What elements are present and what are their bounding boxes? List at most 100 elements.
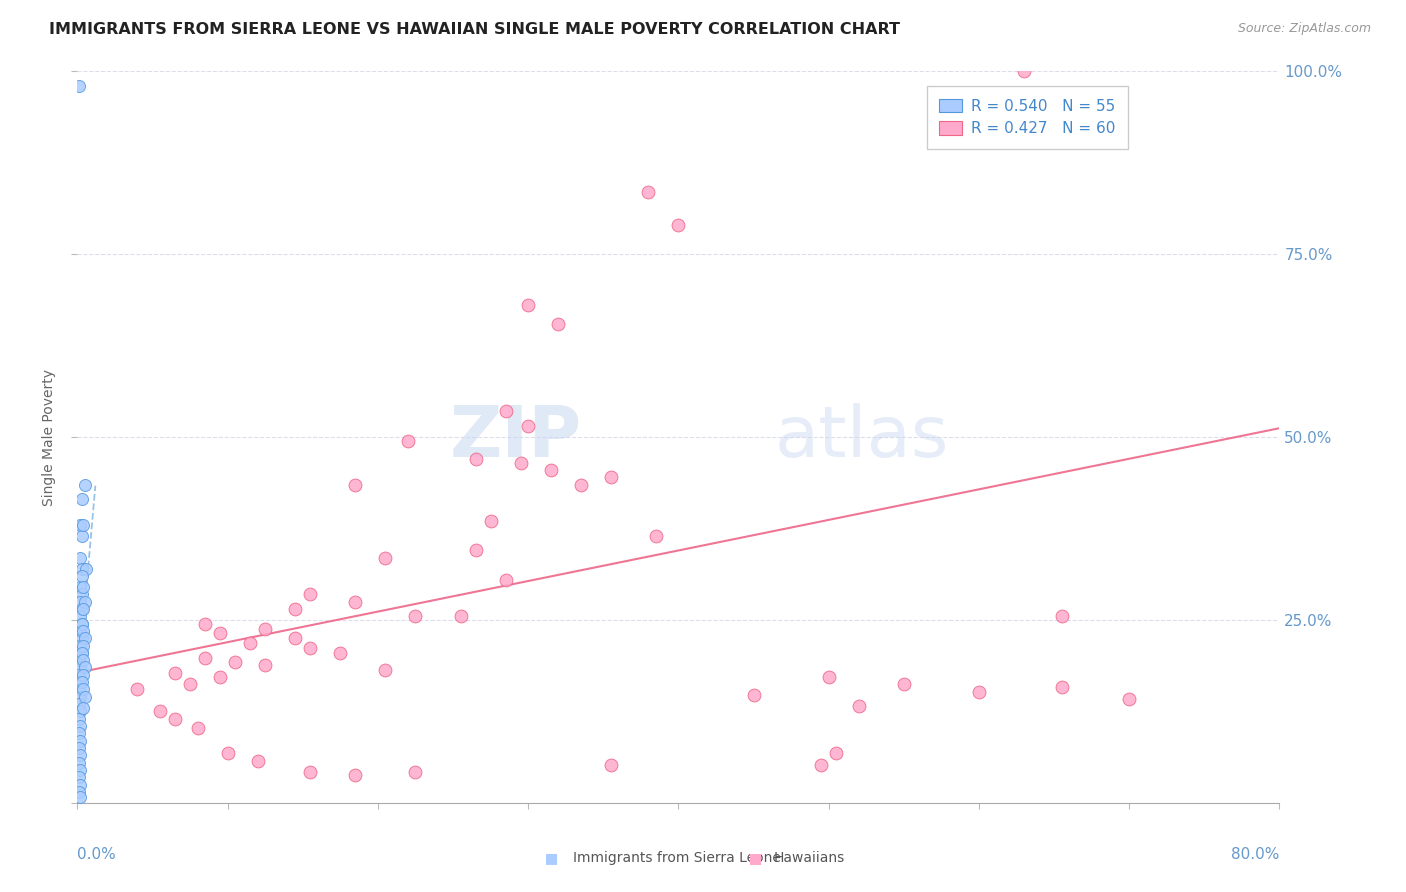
Point (69, 763, 91, 777)
Point (70, 675, 93, 690)
Text: atlas: atlas (775, 402, 949, 472)
Point (72, 682, 94, 697)
Point (70, 646, 93, 660)
Point (848, 699, 870, 714)
Point (637, 185, 659, 199)
Point (254, 658, 277, 673)
Point (284, 632, 307, 646)
Point (1118, 692, 1140, 706)
Point (73, 632, 96, 646)
Point (825, 746, 848, 760)
Point (73, 690, 96, 704)
Point (67, 667, 90, 681)
Point (67, 740, 90, 755)
Point (599, 757, 621, 772)
Point (70, 492, 93, 507)
Point (404, 609, 426, 624)
Point (73, 660, 96, 674)
Point (69, 517, 91, 532)
Text: Immigrants from Sierra Leone: Immigrants from Sierra Leone (574, 851, 780, 865)
Point (404, 765, 426, 780)
Text: IMMIGRANTS FROM SIERRA LEONE VS HAWAIIAN SINGLE MALE POVERTY CORRELATION CHART: IMMIGRANTS FROM SIERRA LEONE VS HAWAIIAN… (49, 22, 900, 37)
Text: Source: ZipAtlas.com: Source: ZipAtlas.com (1237, 22, 1371, 36)
Point (464, 452, 486, 467)
Point (67, 697, 90, 711)
Point (239, 636, 262, 650)
Point (495, 404, 517, 418)
Point (224, 656, 246, 670)
Point (396, 434, 419, 448)
Point (644, 529, 666, 543)
Text: ▪: ▪ (748, 848, 763, 868)
Point (479, 514, 502, 528)
Point (72, 517, 94, 532)
Point (67, 712, 90, 726)
Text: ZIP: ZIP (450, 402, 582, 472)
Point (73, 594, 96, 608)
Point (1050, 609, 1073, 624)
Point (72, 602, 94, 616)
Point (344, 594, 367, 608)
Point (73, 477, 96, 491)
Point (163, 712, 186, 726)
Point (70, 632, 93, 646)
Point (69, 594, 91, 608)
Point (209, 626, 232, 640)
Point (70, 587, 93, 601)
Point (70, 562, 93, 576)
Point (69, 675, 91, 690)
Point (75, 562, 97, 576)
Point (509, 456, 531, 470)
Point (70, 616, 93, 631)
Point (967, 684, 990, 698)
Point (72, 667, 94, 681)
Point (254, 622, 277, 636)
Point (344, 768, 367, 782)
Text: 80.0%: 80.0% (1232, 847, 1279, 862)
Point (163, 665, 186, 680)
Point (1298, 64, 1320, 78)
Point (72, 639, 94, 653)
Point (67, 770, 90, 784)
Point (329, 646, 352, 660)
Point (69, 733, 91, 747)
Legend: R = 0.540   N = 55, R = 0.427   N = 60: R = 0.540 N = 55, R = 0.427 N = 60 (927, 87, 1128, 149)
Point (599, 470, 621, 484)
Point (72, 653, 94, 667)
Point (517, 419, 540, 434)
Point (495, 573, 517, 587)
Point (284, 602, 307, 616)
Point (69, 789, 91, 804)
Point (179, 677, 201, 691)
Text: Hawaiians: Hawaiians (773, 851, 845, 865)
Point (72, 624, 94, 638)
Point (69, 624, 91, 638)
Point (67, 785, 90, 799)
Point (374, 663, 396, 677)
Point (817, 670, 839, 684)
Point (70, 616, 93, 631)
Point (72, 580, 94, 594)
Point (450, 609, 472, 624)
Point (540, 463, 562, 477)
Y-axis label: Single Male Poverty: Single Male Poverty (42, 368, 56, 506)
Point (246, 754, 269, 768)
Point (810, 757, 832, 772)
Point (374, 550, 396, 565)
Text: 0.0%: 0.0% (77, 847, 117, 862)
Point (70, 569, 93, 583)
Point (547, 317, 569, 331)
Point (299, 587, 322, 601)
Text: ▪: ▪ (544, 848, 560, 868)
Point (194, 616, 217, 631)
Point (67, 78, 90, 93)
Point (1050, 680, 1073, 694)
Point (149, 705, 172, 719)
Point (344, 477, 367, 491)
Point (69, 690, 91, 704)
Point (69, 609, 91, 624)
Point (299, 640, 322, 655)
Point (464, 543, 486, 558)
Point (70, 529, 93, 543)
Point (70, 646, 93, 660)
